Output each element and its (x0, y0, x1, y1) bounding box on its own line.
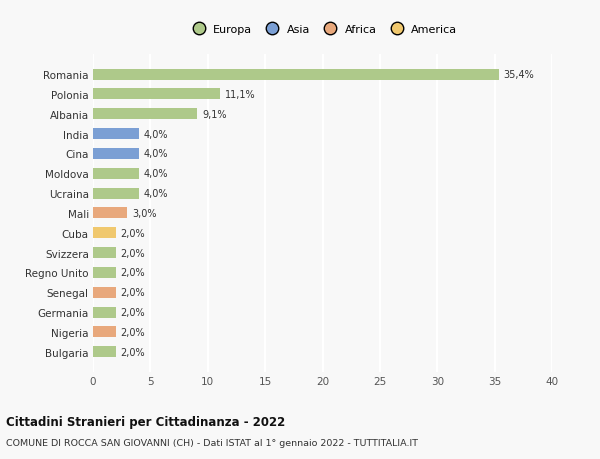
Bar (93, 347, 116, 358)
Text: 3,0%: 3,0% (132, 208, 157, 218)
Bar (93, 228, 116, 239)
Bar (93, 149, 139, 160)
Text: 4,0%: 4,0% (143, 129, 168, 139)
Bar (93, 168, 139, 179)
Text: 2,0%: 2,0% (121, 228, 145, 238)
Bar (93, 327, 116, 338)
Text: 35,4%: 35,4% (504, 70, 535, 80)
Bar (93, 89, 220, 100)
Bar (93, 247, 116, 258)
Bar (93, 307, 116, 318)
Bar (93, 208, 127, 219)
Bar (93, 69, 499, 80)
Text: Cittadini Stranieri per Cittadinanza - 2022: Cittadini Stranieri per Cittadinanza - 2… (6, 415, 285, 428)
Bar (93, 287, 116, 298)
Bar (93, 129, 139, 140)
Text: COMUNE DI ROCCA SAN GIOVANNI (CH) - Dati ISTAT al 1° gennaio 2022 - TUTTITALIA.I: COMUNE DI ROCCA SAN GIOVANNI (CH) - Dati… (6, 438, 418, 448)
Legend: Europa, Asia, Africa, America: Europa, Asia, Africa, America (185, 22, 460, 37)
Text: 2,0%: 2,0% (121, 308, 145, 317)
Text: 9,1%: 9,1% (202, 110, 227, 119)
Text: 2,0%: 2,0% (121, 347, 145, 357)
Text: 4,0%: 4,0% (143, 189, 168, 199)
Bar (93, 267, 116, 278)
Text: 4,0%: 4,0% (143, 149, 168, 159)
Text: 2,0%: 2,0% (121, 268, 145, 278)
Text: 11,1%: 11,1% (225, 90, 256, 100)
Bar (93, 188, 139, 199)
Text: 2,0%: 2,0% (121, 288, 145, 297)
Bar (93, 109, 197, 120)
Text: 4,0%: 4,0% (143, 169, 168, 179)
Text: 2,0%: 2,0% (121, 327, 145, 337)
Text: 2,0%: 2,0% (121, 248, 145, 258)
